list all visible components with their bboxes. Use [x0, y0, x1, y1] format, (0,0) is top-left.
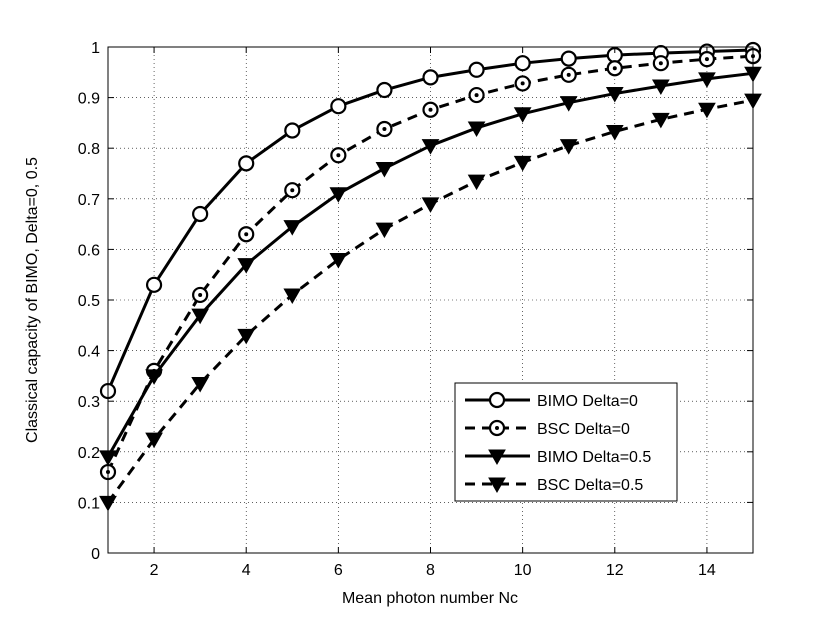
y-tick-label: 1: [91, 40, 100, 57]
x-tick-label: 6: [334, 562, 343, 579]
legend-marker: [488, 391, 506, 409]
y-tick-label: 0.6: [78, 242, 100, 259]
data-point: [559, 139, 578, 155]
legend-marker: [488, 477, 506, 494]
data-point-center: [336, 153, 341, 158]
data-point: [192, 205, 209, 223]
data-point: [513, 107, 532, 123]
data-point: [651, 79, 670, 95]
y-tick-label: 0.4: [78, 344, 100, 361]
y-tick-label: 0.1: [78, 495, 100, 512]
y-tick-label: 0.7: [78, 192, 100, 209]
data-point: [468, 61, 485, 78]
data-point: [467, 174, 486, 191]
y-axis-label: Classical capacity of BIMO, Delta=0, 0.5: [24, 157, 41, 443]
data-point: [421, 139, 440, 155]
data-point: [191, 308, 210, 325]
y-tick-label: 0.8: [78, 141, 100, 158]
data-point-center: [612, 66, 617, 71]
data-point: [513, 155, 532, 172]
data-point-center: [474, 93, 479, 98]
data-point: [421, 197, 440, 213]
data-point: [605, 125, 624, 141]
data-point: [698, 102, 716, 119]
data-point: [376, 81, 393, 99]
data-point: [330, 98, 347, 115]
data-point: [651, 112, 670, 129]
series-layer: [99, 41, 762, 512]
data-point: [283, 288, 302, 304]
data-point: [605, 87, 624, 103]
data-point: [283, 220, 302, 236]
data-point: [284, 122, 301, 139]
data-point: [237, 328, 256, 345]
legend-marker-center: [495, 426, 499, 430]
data-point-center: [704, 57, 709, 62]
data-point: [238, 155, 255, 172]
data-point: [145, 369, 163, 385]
data-point: [422, 69, 439, 86]
data-point-center: [658, 61, 663, 66]
x-tick-label: 4: [242, 562, 251, 579]
data-point-center: [290, 188, 295, 193]
data-point-center: [244, 232, 249, 237]
y-tick-label: 0.3: [78, 394, 100, 411]
series-3: [99, 66, 762, 466]
data-point: [237, 258, 256, 274]
y-tick-label: 0.2: [78, 445, 100, 462]
data-point: [191, 376, 210, 393]
data-point-center: [382, 126, 387, 131]
y-tick-label: 0: [91, 546, 100, 563]
series-4: [99, 93, 762, 512]
data-point: [375, 222, 394, 239]
legend-marker: [488, 449, 506, 466]
legend-entry: BIMO Delta=0: [537, 393, 638, 410]
data-point: [329, 187, 348, 203]
x-tick-label: 12: [606, 562, 624, 579]
data-point-center: [198, 292, 203, 297]
x-tick-label: 10: [514, 562, 532, 579]
legend-entry: BSC Delta=0: [537, 421, 630, 438]
data-point-center: [566, 72, 571, 77]
data-point: [514, 55, 531, 72]
data-point: [375, 161, 394, 178]
legend-entry: BSC Delta=0.5: [537, 477, 643, 494]
y-tick-label: 0.9: [78, 91, 100, 108]
x-tick-label: 14: [698, 562, 716, 579]
data-point-center: [520, 81, 525, 86]
data-point: [329, 253, 348, 269]
x-axis-label: Mean photon number Nc: [342, 590, 518, 607]
x-tick-label: 8: [426, 562, 435, 579]
data-point-center: [428, 107, 433, 112]
legend: BIMO Delta=0 BSC Delta=0 BIMO Delta=0.5 BSC…: [454, 382, 678, 502]
axis-ticks: 2 4 6 8 10 12 14 0 0.1 0.2 0.3 0.4 0.5 0.6 0.7 0.8 0.9 1: [78, 40, 753, 579]
x-tick-label: 2: [150, 562, 159, 579]
legend-entry: BIMO Delta=0.5: [537, 449, 651, 466]
data-point: [145, 432, 163, 449]
data-point: [560, 50, 577, 67]
data-point: [467, 121, 486, 137]
y-tick-label: 0.5: [78, 293, 100, 310]
data-point: [698, 72, 716, 88]
data-point: [559, 96, 578, 112]
data-point: [145, 276, 163, 293]
